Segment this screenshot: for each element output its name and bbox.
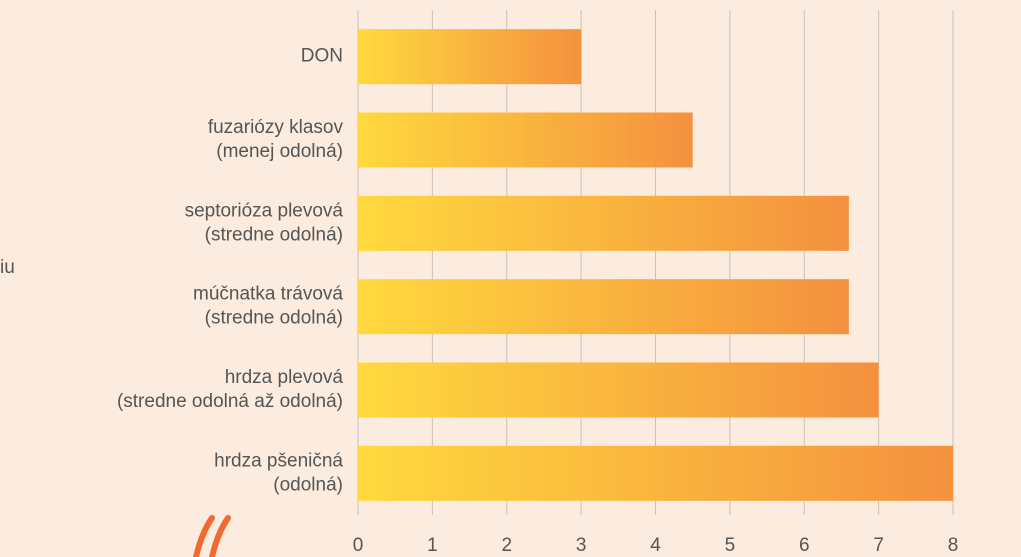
x-tick-label: 4 — [650, 535, 661, 556]
quote-mark — [193, 515, 231, 557]
x-tick-label: 1 — [427, 535, 438, 556]
x-tick-label: 3 — [576, 535, 587, 556]
bar — [358, 29, 582, 85]
y-tick-label: fuzariózy klasov — [208, 117, 344, 138]
y-tick-label: (odolná) — [273, 474, 343, 495]
x-tick-label: 8 — [948, 535, 959, 556]
x-tick-label: 5 — [725, 535, 736, 556]
bar — [358, 112, 693, 168]
bar — [358, 362, 879, 418]
y-tick-label: (stredne odolná) — [205, 224, 343, 245]
bar — [358, 195, 849, 251]
y-tick-label: (stredne odolná) — [205, 308, 343, 329]
bar — [358, 445, 953, 501]
side-text: iu — [0, 257, 15, 278]
x-tick-label: 2 — [501, 535, 512, 556]
y-tick-label: (menej odolná) — [216, 141, 343, 162]
y-tick-label: DON — [301, 46, 343, 67]
x-tick-label: 6 — [799, 535, 810, 556]
y-tick-label: (stredne odolná až odolná) — [117, 391, 343, 412]
y-tick-label: múčnatka trávová — [193, 284, 343, 305]
bar — [358, 279, 849, 335]
y-tick-label: hrdza plevová — [225, 367, 344, 388]
y-tick-label: hrdza pšeničná — [214, 450, 343, 471]
x-tick-label: 7 — [873, 535, 884, 556]
y-tick-label: septorióza plevová — [185, 200, 344, 221]
x-tick-label: 0 — [353, 535, 364, 556]
